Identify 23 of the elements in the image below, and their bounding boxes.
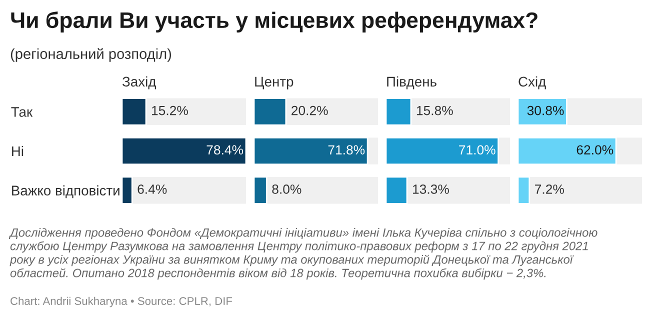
data-label: 15.8% xyxy=(416,106,453,116)
data-label: 7.2% xyxy=(535,184,564,194)
y-tick-label: Важко відповісти xyxy=(12,185,120,198)
data-label: 62.0% xyxy=(576,145,614,155)
data-label: 78.4% xyxy=(206,145,244,155)
data-label: 15.2% xyxy=(152,106,188,116)
data-label: 6.4% xyxy=(138,184,167,194)
y-tick-label: Ні xyxy=(12,146,24,156)
data-label: 20.2% xyxy=(292,106,328,116)
data-label: 71.8% xyxy=(328,145,365,155)
data-label: 8.0% xyxy=(272,184,302,194)
chart-title: Захід xyxy=(122,76,156,90)
text: Дослідження проведено Фондом «Демократичні ініціативи» імені Ілька Кучеріва спільно з соціологічною службою Центру Разумкова на замовлення Центру політико-правових реформ з 17 по 22 грудня 2021 року в усіх регіонах України за винятком Криму та окупованих територій Донецької та Луганської областей. Опитано 2018 респондентів віком від 18 років. Теоретична похибка вибірки − 2,3%. xyxy=(8,228,598,280)
chart-title: Південь xyxy=(387,76,436,90)
data-label: 13.3% xyxy=(413,184,449,194)
text: Chart: Andrii Sukharyna • Source: CPLR, DIF xyxy=(10,296,232,308)
text: (регіональний розподіл) xyxy=(10,48,172,62)
chart-title: Схід xyxy=(518,76,546,90)
data-label: 71.0% xyxy=(459,145,496,155)
chart-title: Центр xyxy=(255,76,294,90)
y-tick-label: Так xyxy=(11,107,33,117)
data-label: 30.8% xyxy=(527,106,564,116)
text: Чи брали Ви участь у місцевих референдумах? xyxy=(11,12,538,32)
